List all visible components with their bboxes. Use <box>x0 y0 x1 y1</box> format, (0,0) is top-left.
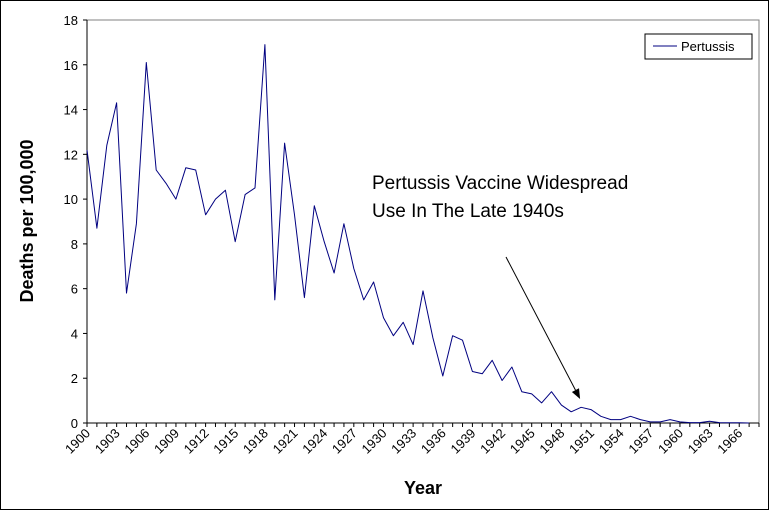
annotation-line-2: Use In The Late 1940s <box>372 201 564 222</box>
annotation-arrow <box>505 256 576 391</box>
y-tick-label: 14 <box>64 103 78 118</box>
series-layer <box>86 44 750 424</box>
y-tick-label: 12 <box>64 147 78 162</box>
y-tick-label: 4 <box>71 326 78 341</box>
annotation-line-1: Pertussis Vaccine Widespread <box>372 173 628 194</box>
legend-label: Pertussis <box>681 39 735 54</box>
y-ticks: 0 2 4 6 8 10 12 14 16 18 <box>64 13 87 431</box>
y-tick-label: 6 <box>71 282 78 297</box>
plot-area <box>86 19 760 424</box>
y-tick-label: 16 <box>64 58 78 73</box>
y-tick-label: 2 <box>71 371 78 386</box>
y-tick-label: 10 <box>64 192 78 207</box>
x-axis-title: Year <box>404 478 442 498</box>
annotation: Pertussis Vaccine Widespread Use In The … <box>372 173 628 399</box>
y-tick-label: 0 <box>71 416 78 431</box>
legend: Pertussis <box>644 33 753 60</box>
y-tick-label: 18 <box>64 13 78 28</box>
series-line-0 <box>86 44 750 424</box>
y-tick-label: 8 <box>71 237 78 252</box>
y-axis-title: Deaths per 100,000 <box>17 139 37 302</box>
annotation-arrowhead <box>571 388 581 399</box>
